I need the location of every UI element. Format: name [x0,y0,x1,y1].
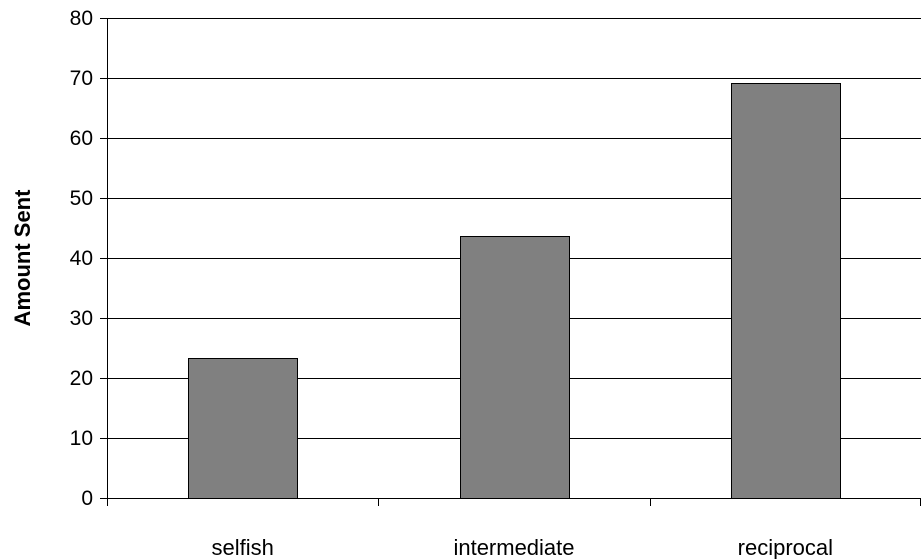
y-tick-label: 80 [70,7,93,30]
y-axis-title: Amount Sent [10,189,35,327]
y-tick-label: 20 [70,367,93,390]
x-tick-label-intermediate: intermediate [453,535,574,559]
axes [100,18,921,506]
bar-intermediate [460,236,570,499]
x-tick-label-reciprocal: reciprocal [738,535,833,559]
bar-selfish [188,358,298,499]
tick-labels: 0 10 20 30 40 50 60 70 80 selfish intermediate reci… [70,7,833,559]
y-tick-label: 40 [70,247,93,270]
y-tick-label: 10 [70,427,93,450]
y-tick-label: 70 [70,67,93,90]
y-tick-label: 30 [70,307,93,330]
y-tick-label: 60 [70,127,93,150]
y-tick-label: 50 [70,187,93,210]
y-tick-label: 0 [81,487,93,510]
x-tick-label-selfish: selfish [211,535,273,559]
bar-reciprocal [731,83,841,499]
bars [188,83,841,499]
